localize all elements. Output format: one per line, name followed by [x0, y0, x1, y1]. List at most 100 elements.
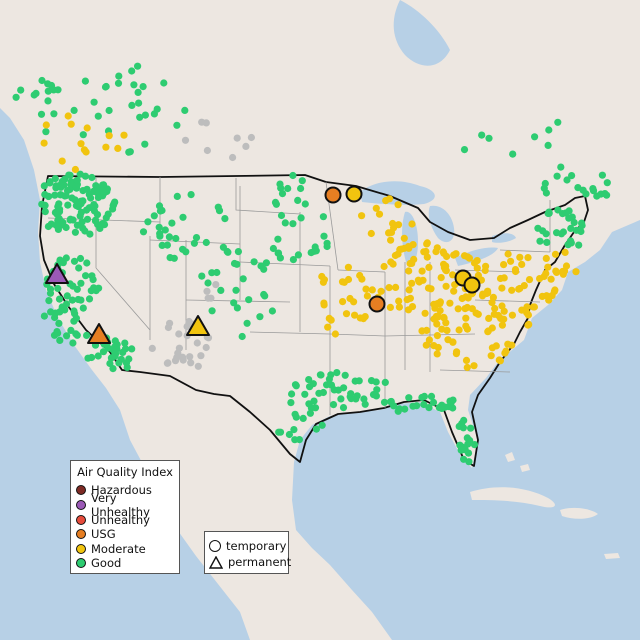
station-dot — [358, 212, 366, 220]
station-dot — [77, 296, 85, 304]
station-dot — [603, 179, 611, 187]
station-dot — [539, 227, 547, 235]
station-dot — [83, 215, 92, 223]
station-dot — [560, 268, 568, 276]
station-dot — [165, 233, 173, 241]
station-dot — [483, 289, 491, 298]
station-dot — [561, 248, 569, 256]
station-dot — [284, 184, 292, 193]
station-dot — [81, 227, 89, 235]
station-dot — [71, 196, 79, 204]
station-dot — [465, 458, 473, 466]
station-dot — [333, 369, 341, 377]
station-dot — [128, 101, 136, 109]
hudson-bay-edge — [393, 0, 450, 66]
station-dot — [462, 314, 470, 322]
station-dot — [175, 344, 183, 352]
station-dot — [161, 226, 169, 234]
station-dot — [464, 440, 472, 448]
station-dot — [79, 304, 87, 312]
station-dot — [120, 131, 128, 139]
station-dot — [306, 409, 314, 417]
legend-label: USG — [91, 527, 116, 541]
station-dot — [122, 359, 131, 367]
station-dot — [134, 62, 142, 70]
station-dot — [395, 405, 403, 413]
station-dot — [568, 172, 576, 180]
station-dot — [344, 275, 353, 284]
station-dot — [70, 106, 78, 114]
station-dot — [511, 267, 520, 276]
station-dot — [291, 381, 300, 389]
station-dot — [217, 286, 225, 294]
station-dot — [234, 248, 242, 256]
station-dot — [62, 223, 70, 232]
station-dot — [44, 222, 53, 231]
station-dot — [72, 330, 80, 338]
station-dot — [369, 391, 378, 399]
station-dot — [422, 247, 430, 256]
station-dot — [128, 67, 136, 75]
legend-item-hazardous: Hazardous — [76, 483, 152, 497]
station-dot — [87, 287, 95, 295]
station-dot — [436, 307, 444, 315]
station-dot — [542, 269, 550, 278]
station-dot — [37, 110, 46, 118]
station-dot — [91, 202, 99, 210]
station-dot — [82, 272, 90, 280]
station-dot — [247, 133, 255, 142]
shape-legend-label: permanent — [228, 555, 292, 569]
station-dot — [275, 428, 283, 436]
station-dot — [418, 267, 426, 275]
temporary-station-marker — [345, 185, 363, 203]
station-dot — [102, 143, 110, 151]
station-dot — [172, 234, 180, 243]
station-dot — [339, 404, 348, 412]
station-dot — [81, 77, 89, 85]
station-dot — [78, 218, 86, 226]
station-dot — [496, 357, 504, 365]
station-dot — [518, 260, 526, 268]
station-dot — [198, 272, 206, 280]
station-dot — [73, 285, 81, 293]
station-dot — [62, 300, 71, 308]
us-border — [39, 174, 589, 467]
station-dot — [362, 285, 370, 293]
station-dot — [67, 120, 75, 128]
station-dot — [72, 182, 80, 190]
aqi-legend: Air Quality Index Hazardous Very Unhealt… — [70, 460, 180, 574]
station-dot — [319, 213, 327, 221]
station-dot — [173, 353, 181, 362]
station-dot — [508, 311, 516, 319]
temporary-station-marker — [324, 186, 342, 204]
station-dot — [111, 198, 119, 206]
station-dot — [294, 251, 302, 259]
station-dot — [450, 287, 458, 295]
station-dot — [403, 296, 411, 304]
station-dot — [261, 292, 269, 300]
station-dot — [327, 371, 335, 379]
station-dot — [175, 330, 183, 338]
station-dot — [500, 315, 508, 323]
station-dot — [446, 299, 454, 307]
station-dot — [545, 126, 553, 134]
bahamas — [505, 452, 530, 472]
station-dot — [331, 330, 339, 338]
station-dot — [104, 344, 112, 352]
station-dot — [71, 228, 79, 236]
station-dot — [312, 425, 320, 433]
station-dot — [289, 171, 297, 180]
station-dot — [324, 323, 332, 331]
station-dot — [262, 259, 270, 267]
station-dot — [230, 299, 238, 307]
station-dot — [562, 262, 571, 270]
station-dot — [155, 202, 164, 210]
station-dot — [88, 272, 96, 280]
station-dot — [77, 279, 85, 287]
station-dot — [355, 377, 363, 385]
station-dot — [576, 226, 584, 234]
station-dot — [233, 304, 241, 312]
station-dot — [433, 332, 441, 340]
permanent-station-marker — [45, 263, 69, 284]
station-dot — [453, 348, 461, 356]
